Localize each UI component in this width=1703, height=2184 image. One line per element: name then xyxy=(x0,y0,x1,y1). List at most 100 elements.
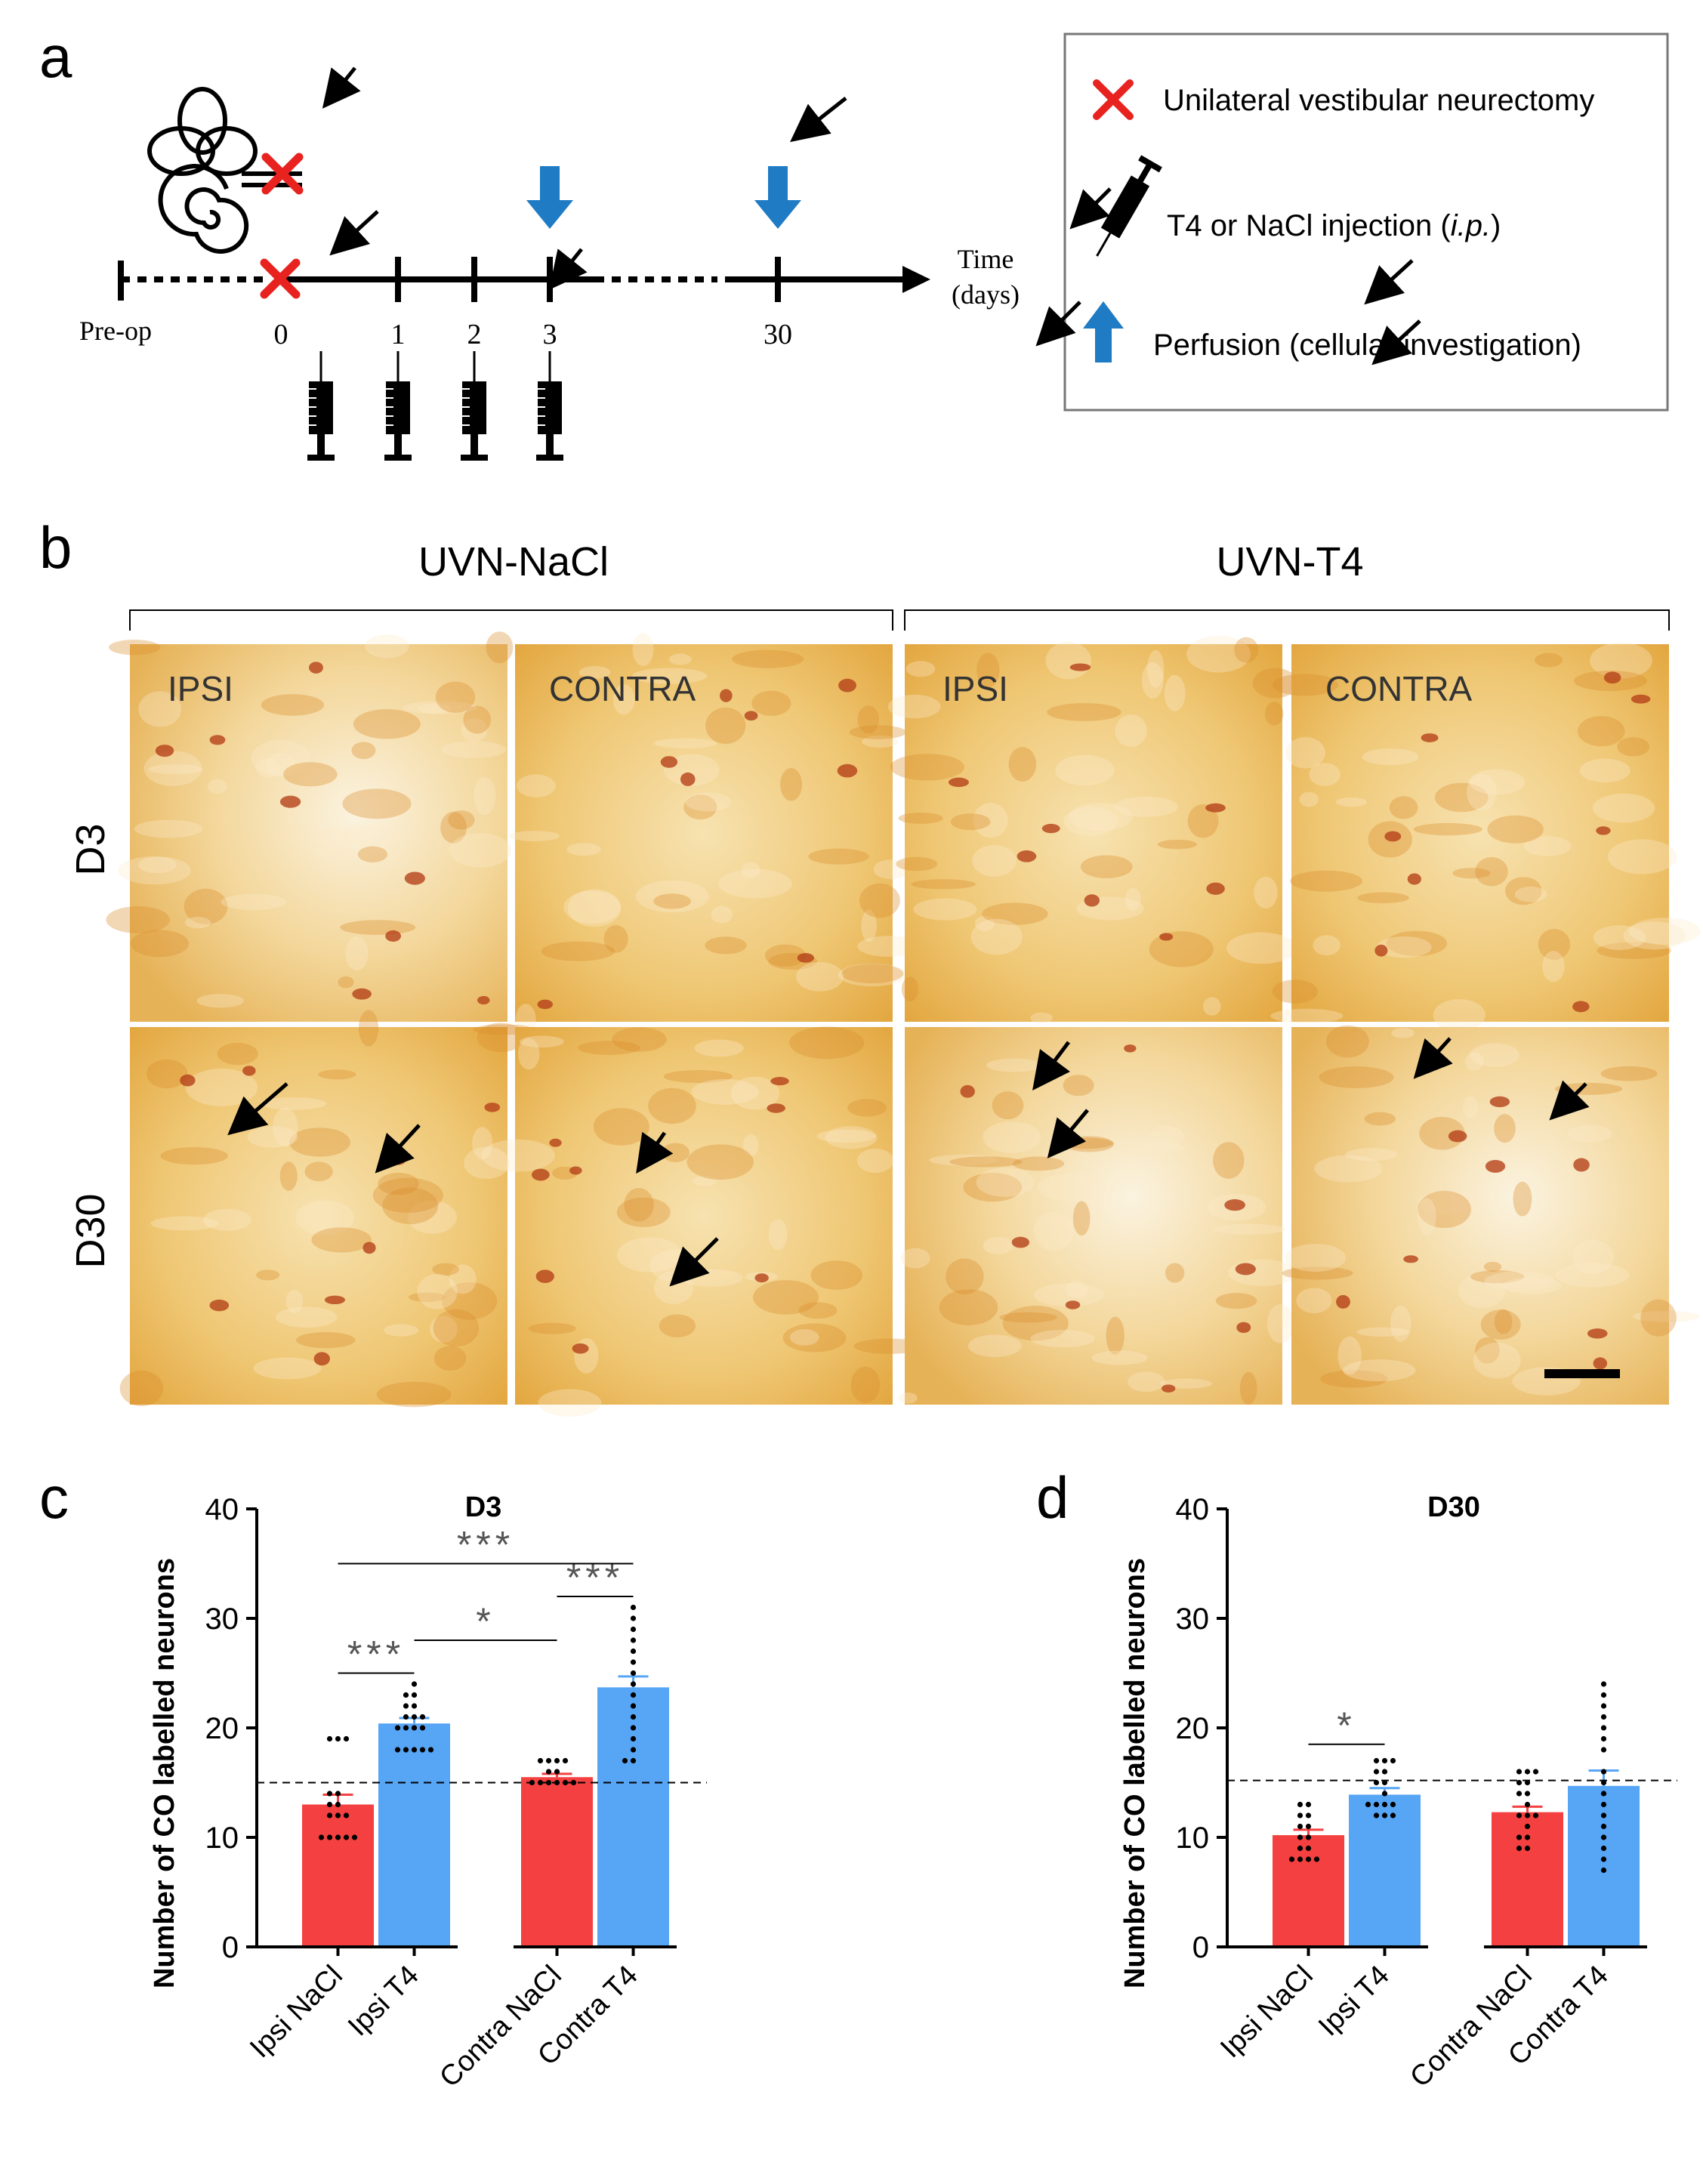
x-tick-label: Contra NaCl xyxy=(433,1960,568,2094)
x-tick-label: Contra NaCl xyxy=(1404,1960,1538,2094)
micrograph: IPSI xyxy=(106,66,514,1022)
data-point xyxy=(1524,1769,1531,1775)
data-point xyxy=(630,1714,637,1720)
data-point xyxy=(1524,1823,1531,1830)
neuron-pointer-arrow xyxy=(375,1124,421,1174)
legend-cross-icon xyxy=(1093,79,1134,120)
chart-d30: D30 0 10 20 30 40 Number of CO labelled neuron… xyxy=(1119,1491,1677,2093)
chart-d3: D3 0 10 20 30 40 Number of CO labelled neurons… xyxy=(149,1491,707,2093)
neurectomy-cross-icon xyxy=(261,153,304,195)
micrograph xyxy=(480,1026,925,1417)
micrograph: IPSI xyxy=(887,187,1298,1024)
data-point xyxy=(1381,1779,1388,1786)
neuron-pointer-arrow xyxy=(1364,259,1414,305)
data-point xyxy=(537,1757,544,1764)
day-label: 2 xyxy=(467,319,482,350)
neuron-pointer-arrow xyxy=(1413,1037,1453,1079)
neuron-pointer-arrow xyxy=(1032,1041,1070,1090)
x-tick-label: Ipsi T4 xyxy=(342,1960,425,2043)
day-label: 0 xyxy=(274,319,288,350)
bar xyxy=(1349,1794,1421,1947)
data-point xyxy=(1524,1834,1531,1840)
data-point xyxy=(630,1637,637,1643)
data-point xyxy=(1600,1823,1607,1830)
contra-label: CONTRA xyxy=(1325,669,1473,708)
data-point xyxy=(419,1725,426,1731)
row-label-d3: D3 xyxy=(68,823,113,875)
legend-box: Unilateral vestibular neurectomy T4 or N… xyxy=(1063,32,1669,412)
scale-bar xyxy=(1544,1369,1620,1378)
data-point xyxy=(1524,1791,1531,1797)
data-point xyxy=(1600,1692,1607,1698)
bracket-t4 xyxy=(904,609,1670,631)
neuron-pointer-arrow xyxy=(636,1131,674,1174)
data-point xyxy=(1297,1801,1303,1808)
data-point xyxy=(1297,1834,1303,1840)
data-point xyxy=(630,1735,637,1742)
data-point xyxy=(630,1747,637,1753)
data-point xyxy=(1600,1681,1607,1687)
data-point xyxy=(411,1692,418,1698)
inner-ear-icon xyxy=(147,87,302,254)
panel-c-letter: c xyxy=(39,1464,69,1531)
group-label-t4: UVN-T4 xyxy=(1216,539,1363,585)
data-point xyxy=(1600,1703,1607,1709)
y-axis-label: Number of CO labelled neurons xyxy=(1119,1558,1151,1988)
row-label-d30: D30 xyxy=(68,1193,113,1268)
data-point xyxy=(1390,1757,1396,1764)
micrograph xyxy=(1282,1025,1700,1405)
bracket-nacl xyxy=(129,609,893,631)
panel-a-letter: a xyxy=(39,23,73,90)
data-point xyxy=(1297,1812,1303,1818)
y-axis-label: Number of CO labelled neurons xyxy=(149,1558,180,1988)
data-point xyxy=(427,1747,434,1753)
data-point xyxy=(630,1757,637,1764)
data-point xyxy=(326,1834,333,1840)
data-point xyxy=(1600,1791,1607,1797)
data-point xyxy=(630,1692,637,1698)
panel-b-letter: b xyxy=(39,514,72,581)
micrograph-grid: IPSI CONTRA IPSI CONTRA xyxy=(106,66,1701,1417)
data-point xyxy=(1373,1769,1380,1775)
neuron-pointer-arrow xyxy=(669,1237,719,1287)
y-tick-label: 40 xyxy=(1176,1493,1210,1526)
data-point xyxy=(1600,1714,1607,1720)
data-point xyxy=(1373,1779,1380,1786)
micrograph: CONTRA xyxy=(1270,259,1701,1032)
data-point xyxy=(1297,1845,1303,1852)
y-tick-label: 40 xyxy=(205,1493,239,1526)
data-point xyxy=(343,1735,350,1742)
bar xyxy=(597,1687,669,1947)
data-point xyxy=(403,1714,409,1720)
data-point xyxy=(394,1747,401,1753)
data-point xyxy=(630,1659,637,1665)
data-point xyxy=(1305,1812,1312,1818)
data-point xyxy=(403,1703,409,1709)
bar xyxy=(521,1777,593,1947)
micrograph xyxy=(899,1027,1297,1405)
data-point xyxy=(545,1779,552,1786)
x-tick-label: Ipsi NaCl xyxy=(1214,1960,1319,2065)
surgery-cross-icon xyxy=(260,258,301,299)
y-tick-label: 0 xyxy=(1192,1931,1209,1964)
preop-label: Pre-op xyxy=(79,316,152,346)
data-point xyxy=(335,1834,341,1840)
data-point xyxy=(1365,1801,1371,1808)
perfusion-arrow-icon xyxy=(526,166,573,229)
neuron-pointer-arrow xyxy=(227,1082,288,1136)
data-point xyxy=(1305,1856,1312,1862)
neuron-pointer-arrow xyxy=(1069,187,1112,230)
data-point xyxy=(335,1791,341,1797)
neuron-pointer-arrow xyxy=(329,210,379,256)
syringe-icons xyxy=(307,351,563,461)
data-point xyxy=(1600,1801,1607,1808)
data-point xyxy=(1600,1735,1607,1742)
syringe-icon xyxy=(461,351,488,461)
data-point xyxy=(1516,1834,1523,1840)
data-point xyxy=(1390,1812,1396,1818)
data-point xyxy=(403,1692,409,1698)
ipsi-label: IPSI xyxy=(168,669,233,708)
data-point xyxy=(1532,1769,1539,1775)
contra-label: CONTRA xyxy=(549,669,696,708)
day-label: 1 xyxy=(391,319,406,350)
